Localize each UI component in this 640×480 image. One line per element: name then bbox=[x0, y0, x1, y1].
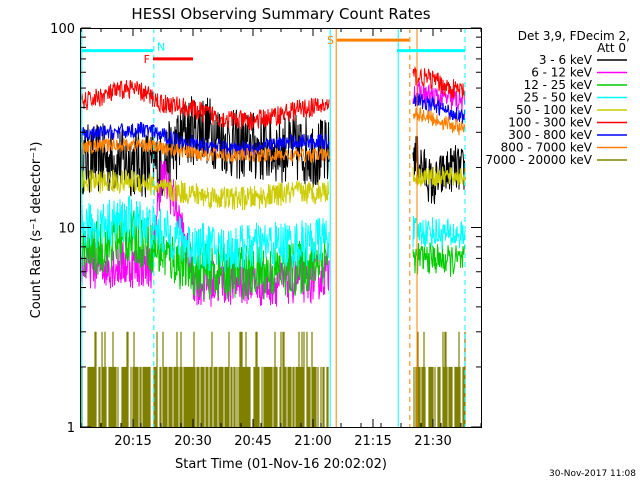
data-series-group bbox=[80, 66, 466, 427]
x-tick-label: 21:15 bbox=[354, 434, 391, 449]
x-tick-label: 20:30 bbox=[174, 434, 211, 449]
legend-label-5: 100 - 300 keV bbox=[508, 116, 592, 130]
x-tick-label: 21:30 bbox=[414, 434, 451, 449]
series-4-segment-1 bbox=[412, 166, 466, 187]
x-tick-label: 21:00 bbox=[294, 434, 331, 449]
legend-label-8: 7000 - 20000 keV bbox=[485, 153, 592, 167]
legend-label-6: 300 - 800 keV bbox=[508, 128, 592, 142]
legend-label-7: 800 - 7000 keV bbox=[501, 141, 593, 155]
y-tick-label: 1 bbox=[67, 421, 75, 436]
legend-header-line-1: Det 3,9, FDecim 2, bbox=[518, 29, 630, 43]
legend-label-0: 3 - 6 keV bbox=[539, 53, 593, 67]
series-8-segment-1 bbox=[413, 331, 466, 427]
series-2-segment-1 bbox=[412, 242, 465, 277]
flag-label-3: F bbox=[144, 53, 150, 66]
series-3-segment-0 bbox=[80, 195, 330, 272]
series-5-segment-1 bbox=[412, 66, 466, 99]
series-5-segment-0 bbox=[80, 80, 330, 131]
axes-group: 20:15 20:30 20:45 21:00 21:15 21:30 1 10 100 bbox=[50, 22, 482, 449]
flag-bars-group: NF S bbox=[81, 34, 465, 66]
legend-label-1: 6 - 12 keV bbox=[531, 66, 593, 80]
generation-timestamp: 30-Nov-2017 11:08 bbox=[549, 469, 636, 479]
legend-label-2: 12 - 25 keV bbox=[524, 78, 593, 92]
x-tick-label: 20:45 bbox=[234, 434, 271, 449]
series-3-segment-1 bbox=[412, 216, 466, 250]
flag-label-4: S bbox=[327, 34, 334, 47]
y-tick-label: 100 bbox=[50, 22, 75, 37]
x-axis-label: Start Time (01-Nov-16 20:02:02) bbox=[175, 457, 387, 472]
y-axis-label: Count Rate (s⁻¹ detector⁻¹) bbox=[29, 142, 44, 319]
vertical-markers-group bbox=[81, 28, 466, 427]
x-tick-label: 20:15 bbox=[114, 434, 151, 449]
series-7-segment-0 bbox=[80, 138, 330, 164]
flag-label-2: N bbox=[157, 40, 165, 53]
legend-header-line-2: Att 0 bbox=[597, 41, 626, 55]
series-4-segment-0 bbox=[80, 169, 329, 211]
y-tick-label: 10 bbox=[58, 222, 75, 237]
legend-label-3: 25 - 50 keV bbox=[524, 91, 593, 105]
legend-label-4: 50 - 100 keV bbox=[516, 103, 593, 117]
series-7-segment-1 bbox=[412, 107, 466, 136]
chart-title: HESSI Observing Summary Count Rates bbox=[131, 5, 430, 23]
series-6-segment-1 bbox=[412, 92, 466, 124]
